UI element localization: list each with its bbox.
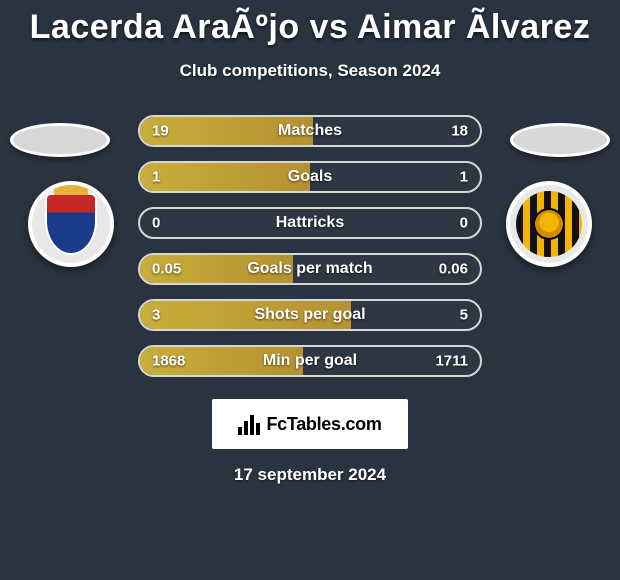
player-photo-right xyxy=(510,123,610,157)
stat-row: 19 Matches 18 xyxy=(138,115,482,147)
stat-label: Matches xyxy=(278,122,342,140)
stat-value-left: 0.05 xyxy=(152,261,181,278)
stat-value-right: 1 xyxy=(460,169,468,186)
stat-value-left: 3 xyxy=(152,307,160,324)
stat-value-left: 1 xyxy=(152,169,160,186)
stats-list: 19 Matches 18 1 Goals 1 0 Hattricks 0 0.05 Goals p… xyxy=(138,115,482,377)
stat-value-left: 19 xyxy=(152,123,169,140)
stat-row: 1868 Min per goal 1711 xyxy=(138,345,482,377)
stat-value-right: 0.06 xyxy=(439,261,468,278)
stat-row: 1 Goals 1 xyxy=(138,161,482,193)
stat-row: 0.05 Goals per match 0.06 xyxy=(138,253,482,285)
stat-fill xyxy=(140,163,310,191)
page-title: Lacerda AraÃºjo vs Aimar Ãlvarez xyxy=(0,0,620,47)
stat-value-right: 0 xyxy=(460,215,468,232)
stat-value-left: 0 xyxy=(152,215,160,232)
player-photo-left xyxy=(10,123,110,157)
club-badge-left xyxy=(28,181,114,267)
stat-row: 0 Hattricks 0 xyxy=(138,207,482,239)
stat-label: Goals xyxy=(288,168,332,186)
stat-value-left: 1868 xyxy=(152,353,185,370)
shield-icon xyxy=(45,193,97,255)
stat-label: Hattricks xyxy=(276,214,344,232)
stat-row: 3 Shots per goal 5 xyxy=(138,299,482,331)
bars-icon xyxy=(238,413,260,435)
stat-value-right: 5 xyxy=(460,307,468,324)
stat-label: Goals per match xyxy=(247,260,372,278)
comparison-panel: 19 Matches 18 1 Goals 1 0 Hattricks 0 0.05 Goals p… xyxy=(0,115,620,485)
club-badge-right xyxy=(506,181,592,267)
shield-icon xyxy=(516,191,582,257)
fctables-logo: FcTables.com xyxy=(212,399,408,449)
subtitle: Club competitions, Season 2024 xyxy=(0,61,620,81)
footer-date: 17 september 2024 xyxy=(0,465,620,485)
stat-label: Shots per goal xyxy=(254,306,365,324)
stat-label: Min per goal xyxy=(263,352,357,370)
stat-value-right: 18 xyxy=(451,123,468,140)
stat-value-right: 1711 xyxy=(435,353,468,370)
logo-text: FcTables.com xyxy=(266,414,381,435)
